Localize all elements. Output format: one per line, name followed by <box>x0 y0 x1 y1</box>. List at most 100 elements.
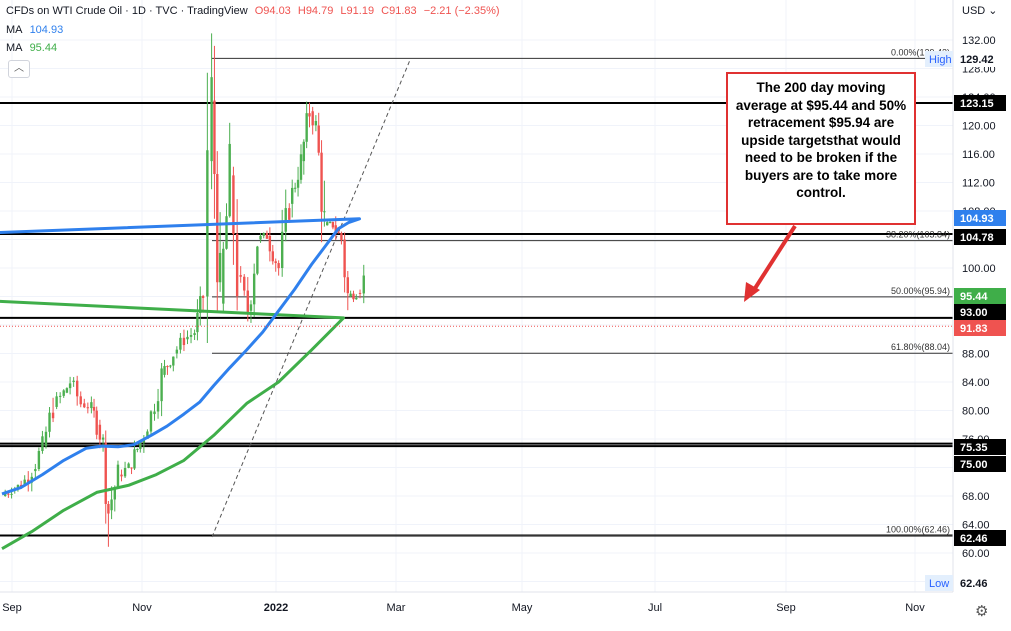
candle-body <box>139 442 142 449</box>
candle-body <box>62 390 65 396</box>
ohlc-open: O94.03 <box>254 5 291 17</box>
candle-body <box>343 239 346 278</box>
candle-body <box>146 431 149 439</box>
price-label-high: High <box>929 54 952 66</box>
price-tag-bg <box>954 530 1006 546</box>
candle-body <box>55 396 58 407</box>
candle-body <box>175 349 179 354</box>
candle-body <box>302 141 306 162</box>
candle-body <box>133 449 136 469</box>
candle-body <box>72 380 75 382</box>
symbol-header[interactable]: CFDs on WTI Crude Oil · 1D · TVC · Tradi… <box>6 5 504 17</box>
ma100-legend[interactable]: MA 104.93 <box>6 24 67 36</box>
candle-body <box>110 499 113 511</box>
candle-body <box>90 402 93 409</box>
candle-body <box>41 436 44 451</box>
candle-body <box>113 487 116 500</box>
ohlc-low: L91.19 <box>340 5 375 17</box>
candle-body <box>83 403 86 408</box>
candle-body <box>277 263 280 269</box>
candle-body <box>7 493 10 495</box>
price-tag-bg <box>954 288 1006 304</box>
candle-body <box>265 233 269 239</box>
candle-body <box>98 424 102 440</box>
candle-body <box>293 187 297 189</box>
candle-body <box>346 277 349 294</box>
candle-body <box>51 412 55 419</box>
candle-body <box>216 174 219 283</box>
ma200-line <box>0 299 345 551</box>
candle-body <box>163 366 166 375</box>
price-tag-bg <box>954 229 1006 245</box>
candle-body <box>179 337 182 350</box>
ohlc-change: −2.21 (−2.35%) <box>423 5 500 17</box>
price-tag-last: 91.83 <box>960 323 988 335</box>
price-label-low: Low <box>929 578 949 590</box>
ma200-legend[interactable]: MA 95.44 <box>6 42 61 54</box>
ma200-legend-label: MA <box>6 42 23 54</box>
time-tick-label: Sep <box>2 602 22 614</box>
candle-body <box>218 252 222 283</box>
price-tick-label: 80.00 <box>962 406 990 418</box>
candle-body <box>299 154 303 180</box>
currency-selector[interactable]: USD ⌄ <box>962 5 998 17</box>
time-tick-label: Jul <box>648 602 662 614</box>
ma100-legend-label: MA <box>6 24 23 36</box>
candle-body <box>243 276 246 291</box>
symbol-title[interactable]: CFDs on WTI Crude Oil · 1D · TVC · Tradi… <box>6 5 248 17</box>
price-tag-bg <box>954 575 1006 591</box>
fib-level-label: 61.80%(88.04) <box>891 342 950 352</box>
candle-body <box>92 406 96 411</box>
candle-body <box>27 479 30 483</box>
price-tick-label: 100.00 <box>962 263 996 275</box>
candle-body <box>44 431 48 447</box>
price-tag-level: 123.15 <box>960 98 994 110</box>
candle-body <box>239 275 242 277</box>
candle-body <box>222 248 225 304</box>
candle-body <box>280 231 284 268</box>
candle-body <box>210 77 213 162</box>
ma100-line <box>0 217 361 496</box>
price-tick-label: 116.00 <box>962 149 995 161</box>
candle-body <box>284 208 287 232</box>
candle-body <box>320 152 323 212</box>
price-tick-label: 88.00 <box>962 349 990 361</box>
ma200-legend-value: 95.44 <box>29 42 58 54</box>
candle-body <box>160 368 163 402</box>
time-tick-label: Mar <box>387 602 406 614</box>
candle-body <box>271 251 274 262</box>
price-tag-bg <box>954 439 1006 455</box>
time-tick-label: Nov <box>132 602 152 614</box>
candle-body <box>193 333 196 335</box>
candle-body <box>228 143 231 217</box>
candle-body <box>136 448 139 450</box>
fib-level-label: 0.00%(129.42) <box>891 47 950 57</box>
currency-label: USD <box>962 5 986 17</box>
collapse-legend-icon[interactable]: ︿ <box>8 60 30 78</box>
price-tag-high: 129.42 <box>960 54 994 66</box>
candle-body <box>123 467 127 477</box>
price-tag-bg <box>954 304 1006 320</box>
candle-body <box>288 208 291 220</box>
candle-body <box>225 216 228 249</box>
candle-body <box>352 293 355 300</box>
price-tag-ma100: 104.93 <box>960 213 994 225</box>
ohlc-close: C91.83 <box>381 5 417 17</box>
candle-body <box>104 442 107 504</box>
candle-body <box>323 211 326 213</box>
candle-body <box>311 111 314 126</box>
price-tag-level: 93.00 <box>960 307 988 319</box>
time-axis: Sep Nov 2022 Mar May Jul Sep Nov <box>2 602 925 614</box>
candle-body <box>340 233 343 241</box>
price-axis-tags: 129.42 123.15 104.93 104.78 95.44 93.00 91.83 7… <box>954 51 1006 591</box>
candle-body <box>259 235 262 240</box>
price-tag-bg <box>954 320 1006 336</box>
candle-body <box>262 233 265 236</box>
settings-gear-icon[interactable]: ⚙ <box>975 603 989 620</box>
candle-body <box>305 113 308 142</box>
candle-body <box>362 275 365 294</box>
fib-level-label: 100.00%(62.46) <box>886 524 950 534</box>
price-tick-label: 120.00 <box>962 121 996 133</box>
price-tick-label: 84.00 <box>962 377 990 389</box>
